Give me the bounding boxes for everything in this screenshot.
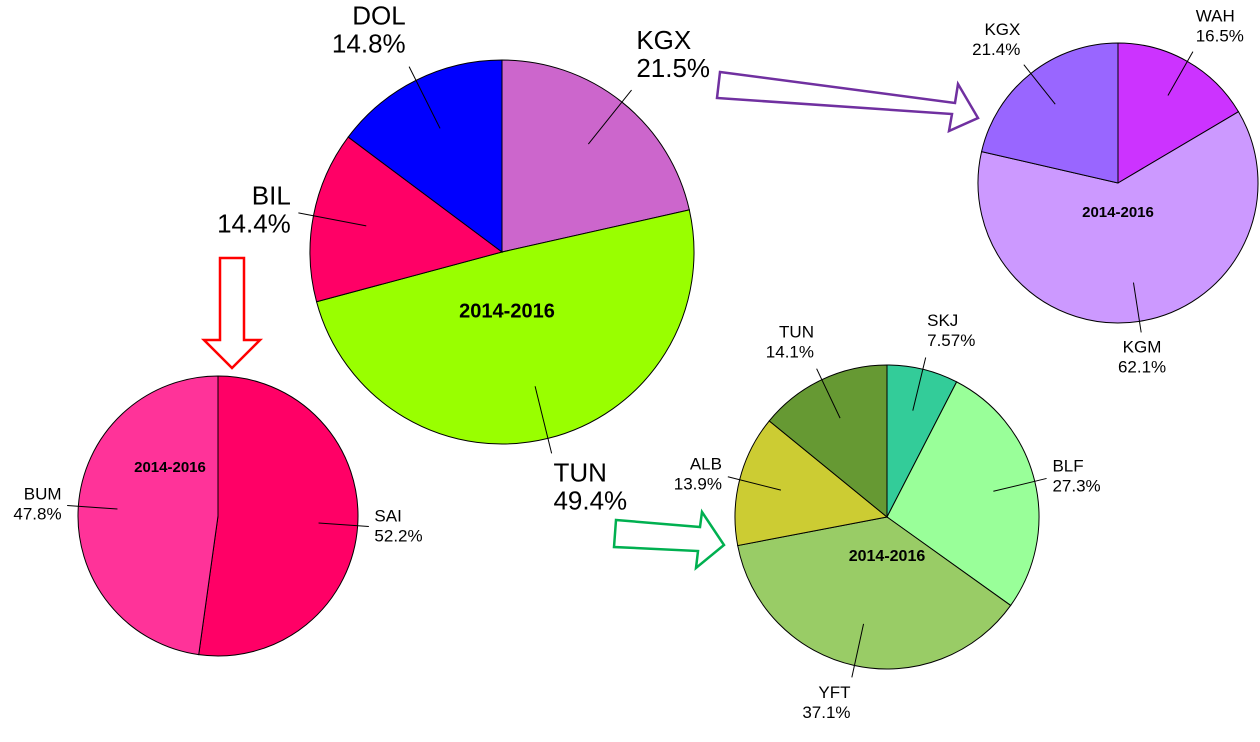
leader-line <box>1132 282 1142 333</box>
slice-value-label: 13.9% <box>674 475 722 494</box>
slice-value-label: 16.5% <box>1196 26 1244 45</box>
arrow-kgx <box>715 70 980 134</box>
leader-line <box>727 476 782 491</box>
slice-value-label: 49.4% <box>553 486 627 516</box>
slice-value-label: 47.8% <box>13 505 61 524</box>
leader-line <box>1167 51 1194 96</box>
slice-label: KGX <box>636 25 691 55</box>
leader-line <box>67 505 118 510</box>
slice-label: BUM <box>24 485 62 504</box>
pie-title: 2014-2016 <box>849 548 926 565</box>
slice-value-label: 21.5% <box>636 53 710 83</box>
leader-line <box>298 212 367 227</box>
arrow-bil <box>200 256 264 370</box>
slice-label: SAI <box>374 506 401 525</box>
slice-value-label: 27.3% <box>1052 476 1100 495</box>
leader-line <box>318 522 369 527</box>
slice-label: WAH <box>1196 6 1235 25</box>
pie-title: 2014-2016 <box>1082 204 1154 221</box>
slice-label: KGM <box>1123 337 1162 356</box>
leader-line <box>851 623 865 678</box>
slice-value-label: 62.1% <box>1118 357 1166 376</box>
slice-label: BIL <box>252 180 291 210</box>
slice-value-label: 37.1% <box>802 703 850 722</box>
slice-value-label: 21.4% <box>972 40 1020 59</box>
pie-slice <box>77 375 219 656</box>
slice-label: SKJ <box>927 311 958 330</box>
slice-label: TUN <box>779 323 814 342</box>
slice-value-label: 14.1% <box>766 343 814 362</box>
leader-line <box>587 89 632 145</box>
pie-title: 2014-2016 <box>459 300 555 322</box>
slice-label: BLF <box>1052 456 1083 475</box>
arrow-tun <box>612 508 726 571</box>
leader-line <box>912 357 927 411</box>
leader-line <box>816 368 841 419</box>
slice-value-label: 52.2% <box>374 526 422 545</box>
leader-line <box>1023 64 1056 105</box>
slice-value-label: 14.8% <box>332 29 406 59</box>
leader-line <box>993 477 1047 492</box>
leader-line <box>408 66 441 129</box>
slice-value-label: 14.4% <box>217 208 291 238</box>
slice-label: ALB <box>690 455 722 474</box>
pie-title: 2014-2016 <box>134 459 206 476</box>
slice-label: KGX <box>984 20 1020 39</box>
slice-value-label: 7.57% <box>927 331 975 350</box>
slice-label: DOL <box>352 1 405 31</box>
slice-label: YFT <box>818 683 850 702</box>
pie-slice <box>198 375 359 657</box>
slice-label: TUN <box>553 458 606 488</box>
leader-line <box>534 386 553 454</box>
